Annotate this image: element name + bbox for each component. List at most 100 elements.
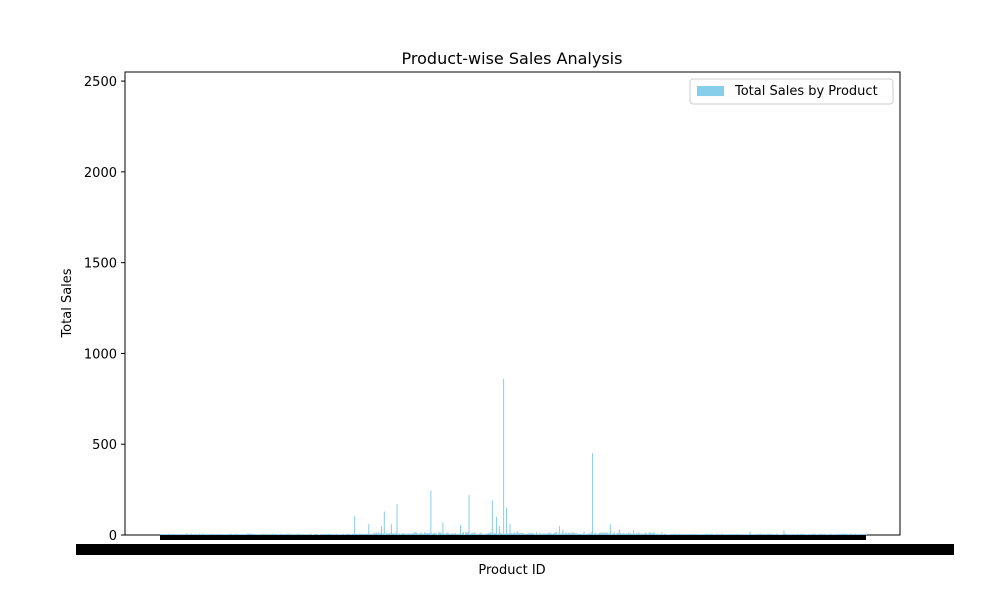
bar (866, 533, 867, 535)
bar (459, 533, 461, 535)
bar (215, 534, 217, 535)
bar (222, 534, 224, 535)
bar-highlight (558, 525, 560, 535)
bar (508, 533, 510, 535)
bar (283, 534, 285, 535)
bar (399, 533, 401, 535)
bar (210, 533, 212, 535)
bar (243, 534, 245, 535)
bar (581, 534, 583, 535)
bar (543, 533, 545, 535)
bar (378, 532, 380, 535)
bar (499, 532, 501, 535)
bar-highlight (474, 532, 476, 535)
legend-swatch (697, 86, 724, 96)
bar (189, 534, 191, 535)
bar (693, 534, 695, 535)
bar (829, 533, 831, 535)
bar (292, 534, 294, 535)
bar (444, 533, 446, 535)
bar (164, 534, 166, 535)
bar (208, 534, 210, 535)
bar (772, 534, 774, 535)
bar-highlight (396, 504, 398, 535)
bar (234, 534, 236, 535)
bar (796, 533, 798, 535)
bar (547, 532, 549, 535)
bar (182, 534, 184, 535)
bar (751, 534, 753, 535)
bar (849, 534, 851, 535)
bar (299, 533, 301, 535)
bar (168, 533, 170, 535)
bar (639, 534, 641, 535)
x-tick-labels-dense (76, 544, 954, 555)
bar (776, 533, 778, 535)
bar (379, 533, 381, 535)
bar-highlight (442, 522, 444, 535)
bar (523, 533, 525, 535)
bar (485, 533, 487, 535)
bar (854, 533, 856, 535)
bar (665, 534, 667, 535)
bar (432, 533, 434, 535)
legend-frame (689, 78, 894, 105)
bar (667, 534, 669, 535)
bar (303, 534, 305, 535)
bar (312, 534, 314, 535)
bar (627, 532, 629, 535)
bar (721, 533, 723, 535)
bar (837, 533, 839, 535)
bar (640, 533, 642, 535)
bar (385, 534, 387, 535)
bar (434, 533, 436, 535)
bar (647, 533, 649, 535)
bar (370, 533, 372, 535)
bar (401, 533, 403, 535)
bar (728, 534, 730, 535)
bar (619, 533, 621, 535)
bar (518, 532, 520, 535)
bar (445, 533, 447, 535)
bar (580, 534, 582, 535)
bar (736, 534, 738, 535)
bar (419, 533, 421, 535)
bar (675, 533, 677, 535)
bar (738, 534, 740, 535)
bar (704, 534, 706, 535)
bar (475, 534, 477, 535)
bar (604, 532, 606, 535)
bar (373, 532, 375, 535)
bar (197, 534, 199, 535)
bar (244, 534, 246, 535)
bar (652, 532, 654, 535)
bar (358, 534, 360, 535)
bar (480, 532, 482, 535)
bar (195, 533, 197, 535)
bar (770, 533, 772, 535)
bar (161, 534, 163, 535)
bar (824, 534, 826, 535)
bar (250, 533, 252, 535)
bar (850, 533, 852, 535)
bar (367, 534, 369, 535)
bar (761, 533, 763, 535)
bar (517, 532, 519, 535)
bar-highlight (383, 511, 385, 535)
bar (160, 534, 161, 535)
bar (666, 534, 668, 535)
bar (695, 533, 697, 535)
bar (563, 533, 565, 535)
bar (807, 534, 809, 535)
bar (237, 534, 239, 535)
bar (853, 534, 855, 535)
bar (811, 534, 813, 535)
bar (465, 531, 467, 535)
bar (663, 534, 665, 535)
bar (345, 534, 347, 535)
bar (257, 534, 259, 535)
bar (201, 534, 203, 535)
y-tick-label: 1000 (84, 347, 117, 362)
bar (405, 533, 407, 535)
